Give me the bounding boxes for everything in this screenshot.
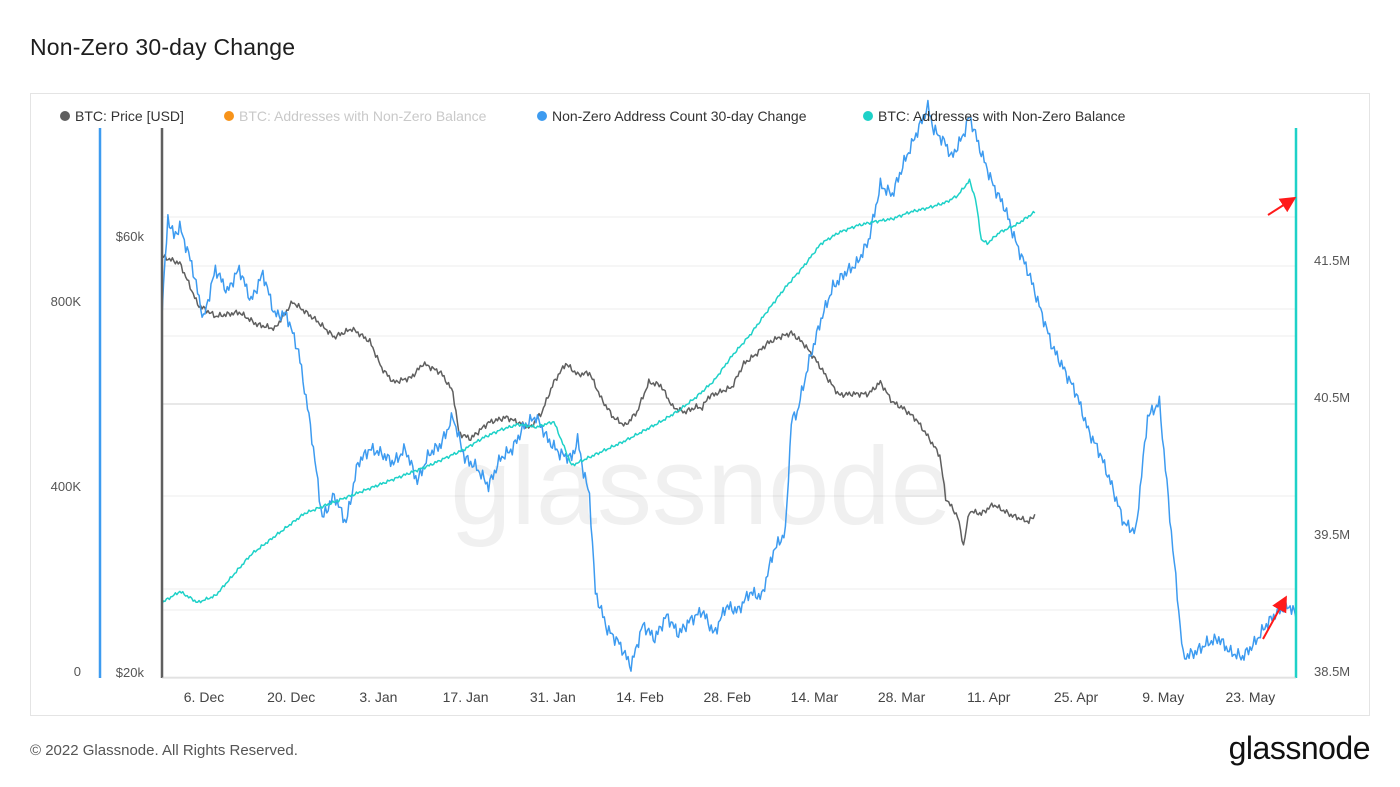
legend-item[interactable]: BTC: Price [USD] — [60, 108, 184, 124]
x-tick-label: 28. Mar — [878, 689, 926, 705]
legend-label: BTC: Price [USD] — [75, 108, 184, 124]
x-tick-label: 25. Apr — [1054, 689, 1099, 705]
legend-swatch — [537, 111, 547, 121]
legend-label: BTC: Addresses with Non-Zero Balance — [239, 108, 487, 124]
x-tick-label: 9. May — [1142, 689, 1184, 705]
y-tick-price: $60k — [116, 229, 145, 244]
series-line-right_addresses — [161, 178, 1036, 605]
chart-svg: glassnode 0 400K 800K $20k $60k 38.5M 39.5M 40.… — [51, 99, 1351, 705]
x-tick-label: 23. May — [1225, 689, 1275, 705]
x-tick-label: 31. Jan — [530, 689, 576, 705]
x-tick-label: 3. Jan — [359, 689, 397, 705]
legend-label: Non-Zero Address Count 30-day Change — [552, 108, 807, 124]
copyright-text: © 2022 Glassnode. All Rights Reserved. — [30, 742, 298, 759]
legend-swatch — [60, 111, 70, 121]
legend-item[interactable]: BTC: Addresses with Non-Zero Balance — [224, 108, 487, 124]
y-tick-addresses: 38.5M — [1314, 664, 1350, 679]
y-tick-addresses: 39.5M — [1314, 527, 1350, 542]
x-tick-label: 17. Jan — [443, 689, 489, 705]
x-tick-label: 14. Feb — [616, 689, 664, 705]
y-tick-change: 800K — [51, 294, 82, 309]
annotation-arrow-change — [1262, 595, 1287, 640]
series-layer — [161, 99, 1297, 672]
legend-item[interactable]: Non-Zero Address Count 30-day Change — [537, 108, 807, 124]
legend-item[interactable]: BTC: Addresses with Non-Zero Balance — [863, 108, 1126, 124]
y-tick-change: 400K — [51, 479, 82, 494]
x-tick-label: 20. Dec — [267, 689, 315, 705]
series-line-left_price — [161, 253, 1036, 546]
y-tick-change: 0 — [74, 664, 81, 679]
y-tick-addresses: 40.5M — [1314, 390, 1350, 405]
legend-swatch — [224, 111, 234, 121]
legend-swatch — [863, 111, 873, 121]
series-line-left_change — [161, 99, 1297, 672]
glassnode-logo[interactable]: glassnode — [1228, 730, 1371, 766]
axes — [98, 128, 1298, 679]
x-tick-label: 28. Feb — [703, 689, 751, 705]
legend-label: BTC: Addresses with Non-Zero Balance — [878, 108, 1126, 124]
y-tick-price: $20k — [116, 665, 145, 680]
x-tick-label: 6. Dec — [184, 689, 224, 705]
legend[interactable]: BTC: Price [USD] BTC: Addresses with Non-… — [60, 108, 1126, 124]
x-tick-label: 11. Apr — [967, 689, 1011, 705]
tick-labels: 0 400K 800K $20k $60k 38.5M 39.5M 40.5M 41.5M 6. … — [51, 229, 1351, 705]
annotations — [1262, 196, 1297, 640]
x-tick-label: 14. Mar — [791, 689, 839, 705]
watermark: glassnode — [450, 425, 952, 548]
page-title: Non-Zero 30-day Change — [30, 34, 296, 60]
chart-panel: glassnode 0 400K 800K $20k $60k 38.5M 39.5M 40.… — [30, 93, 1370, 716]
y-tick-addresses: 41.5M — [1314, 253, 1350, 268]
annotation-arrow-addresses — [1267, 196, 1297, 216]
